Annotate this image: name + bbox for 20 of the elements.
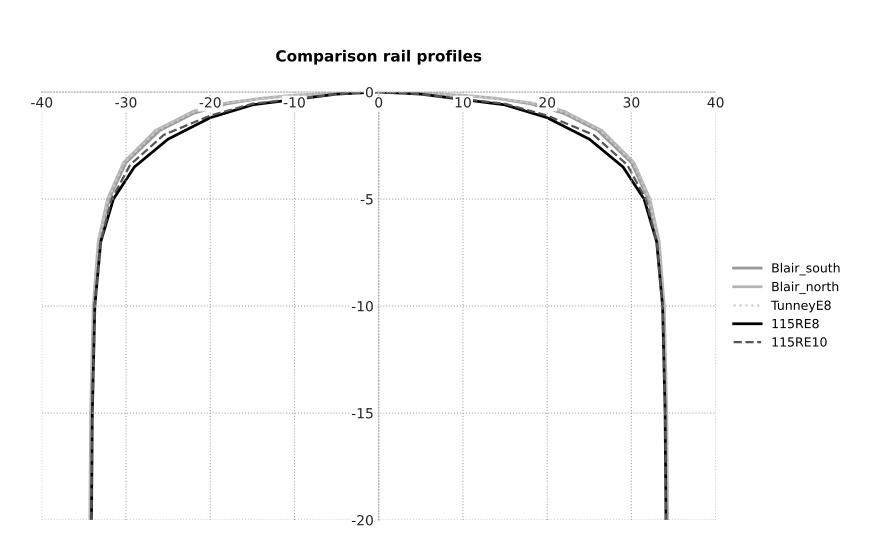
legend-label: 115RE8 bbox=[772, 318, 819, 328]
x-tick-label: -10 bbox=[284, 97, 305, 108]
y-tick-label: -5 bbox=[360, 194, 373, 204]
chart-title: Comparison rail profiles bbox=[276, 50, 482, 65]
x-tick-label: 20 bbox=[539, 97, 556, 108]
legend-label: Blair_north bbox=[772, 282, 838, 294]
x-tick-label: -40 bbox=[31, 97, 52, 108]
y-tick-label: 0 bbox=[366, 86, 373, 98]
legend-label: 115RE10 bbox=[772, 337, 827, 347]
x-tick-label: 40 bbox=[707, 97, 724, 108]
y-tick-label: -20 bbox=[352, 514, 373, 526]
y-tick-label: -15 bbox=[352, 408, 373, 418]
x-tick-label: 0 bbox=[375, 97, 382, 108]
x-tick-label: 10 bbox=[456, 97, 471, 108]
x-tick-label: -20 bbox=[200, 97, 221, 108]
legend-label: Blair_south bbox=[772, 262, 840, 276]
legend-label: TunneyE8 bbox=[771, 300, 831, 312]
x-tick-label: 30 bbox=[624, 97, 640, 108]
x-tick-label: -30 bbox=[115, 97, 136, 108]
y-tick-label: -10 bbox=[352, 300, 373, 312]
